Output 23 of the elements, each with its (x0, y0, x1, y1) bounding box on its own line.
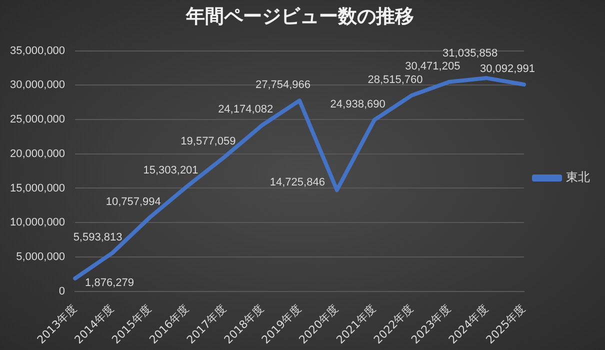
y-tick-label: 20,000,000 (10, 148, 66, 160)
y-tick-label: 0 (58, 285, 66, 298)
data-label: 30,092,991 (480, 63, 536, 76)
data-label: 24,938,690 (330, 98, 386, 110)
y-tick-label: 10,000,000 (10, 216, 66, 229)
y-tick-label: 30,000,000 (10, 79, 66, 92)
y-tick-label: 35,000,000 (10, 44, 66, 57)
data-label: 24,174,082 (218, 104, 274, 116)
y-tick-label: 5,000,000 (16, 250, 66, 263)
data-label: 27,754,966 (255, 79, 311, 92)
data-label: 31,035,858 (442, 47, 498, 60)
chart-title: 年間ページビュー数の推移 (185, 5, 414, 28)
data-label: 30,471,205 (405, 60, 460, 72)
y-tick-label: 15,000,000 (10, 182, 66, 194)
data-label: 10,757,994 (106, 196, 161, 208)
data-label: 1,876,279 (85, 276, 134, 289)
data-label: 14,725,846 (270, 176, 325, 189)
data-label: 19,577,059 (180, 135, 236, 148)
legend-label: 東北 (566, 170, 590, 184)
data-label: 5,593,813 (73, 231, 122, 244)
y-tick-label: 25,000,000 (10, 114, 66, 126)
data-label: 15,303,201 (143, 164, 198, 177)
data-label: 28,515,760 (368, 74, 423, 86)
